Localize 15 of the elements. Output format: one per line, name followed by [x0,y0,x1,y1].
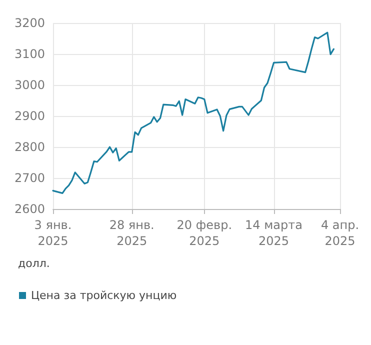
y-tick-label: 2800 [14,140,45,154]
y-tick-label: 2700 [14,171,45,185]
y-tick-label: 3000 [14,78,45,92]
y-axis-title: долл. [18,257,50,270]
y-tick-label: 2600 [14,202,45,216]
y-tick-label: 2900 [14,109,45,123]
x-tick-label: 20 февр. 2025 [176,218,232,248]
x-tick-label: 28 янв. 2025 [109,218,154,248]
x-tick-label: 14 марта 2025 [245,218,302,248]
line-series [52,32,334,194]
y-tick-label: 3200 [14,16,45,30]
legend-label: Цена за тройскую унцию [31,289,177,302]
x-tick-label: 4 апр. 2025 [320,218,360,248]
y-tick-label: 3100 [14,47,45,61]
x-tick-label: 3 янв. 2025 [34,218,72,248]
